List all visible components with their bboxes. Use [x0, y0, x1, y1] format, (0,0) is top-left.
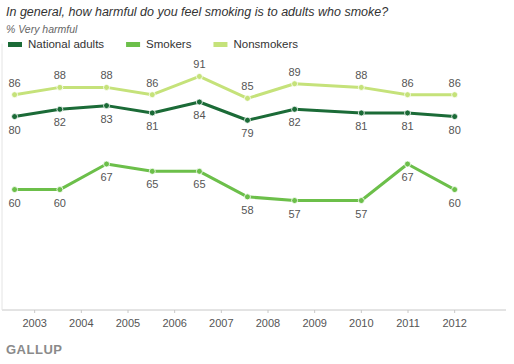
point: [12, 114, 18, 120]
data-labels: 80 82 83 81 84 79 82 81 81 80 60 60 67 65 65 58 57 57 67 60…: [8, 58, 460, 219]
data-label: 86: [146, 77, 158, 89]
x-tick-label: 2005: [116, 317, 140, 329]
point: [244, 117, 250, 123]
data-label: 67: [401, 171, 413, 183]
data-label: 81: [401, 120, 413, 132]
point: [12, 187, 18, 193]
point: [292, 106, 298, 112]
legend-swatch: [8, 42, 22, 47]
point: [104, 161, 110, 167]
series-line: [15, 76, 455, 98]
point: [149, 110, 155, 116]
legend-swatch: [213, 42, 227, 47]
legend: National adults Smokers Nonsmokers: [8, 38, 298, 50]
plot-area: [12, 73, 458, 203]
point: [358, 84, 364, 90]
point: [149, 92, 155, 98]
legend-label: Smokers: [146, 38, 192, 50]
series-line: [15, 164, 455, 200]
x-tick: [361, 310, 362, 313]
data-label: 57: [355, 208, 367, 220]
point: [405, 161, 411, 167]
data-label: 79: [241, 127, 253, 139]
data-label: 81: [146, 120, 158, 132]
data-label: 82: [54, 116, 66, 128]
data-label: 65: [146, 178, 158, 190]
point: [452, 92, 458, 98]
data-label: 60: [8, 197, 20, 209]
point: [405, 110, 411, 116]
data-label: 88: [355, 69, 367, 81]
point: [104, 84, 110, 90]
subtitle: % Very harmful: [6, 23, 78, 35]
data-label: 60: [54, 197, 66, 209]
x-tick-label: 2009: [302, 317, 326, 329]
data-label: 80: [449, 124, 461, 136]
point: [57, 187, 63, 193]
x-tick: [408, 310, 409, 313]
x-tick: [81, 310, 82, 313]
data-label: 81: [355, 120, 367, 132]
point: [149, 168, 155, 174]
point: [292, 198, 298, 204]
data-label: 88: [54, 69, 66, 81]
x-tick-label: 2006: [162, 317, 186, 329]
data-label: 60: [449, 197, 461, 209]
point: [57, 84, 63, 90]
x-tick: [268, 310, 269, 313]
chart: In general, how harmful do you feel smok…: [0, 0, 514, 364]
x-tick-label: 2012: [442, 317, 466, 329]
point: [244, 194, 250, 200]
x-tick-label: 2011: [396, 317, 420, 329]
x-tick: [314, 310, 315, 313]
y-axis: [2, 44, 3, 310]
data-label: 57: [288, 208, 300, 220]
x-tick-label: 2007: [209, 317, 233, 329]
data-label: 80: [8, 124, 20, 136]
point: [292, 81, 298, 87]
x-tick: [174, 310, 175, 313]
point: [104, 103, 110, 109]
point: [244, 95, 250, 101]
point: [358, 198, 364, 204]
data-label: 65: [193, 178, 205, 190]
data-label: 89: [288, 66, 300, 78]
data-label: 67: [100, 171, 112, 183]
point: [358, 110, 364, 116]
point: [452, 187, 458, 193]
point: [196, 73, 202, 79]
series-line: [15, 102, 455, 120]
x-tick: [454, 310, 455, 313]
data-label: 86: [401, 77, 413, 89]
x-tick: [34, 310, 35, 313]
data-label: 85: [241, 80, 253, 92]
data-label: 83: [100, 113, 112, 125]
data-label: 58: [241, 204, 253, 216]
x-tick: [128, 310, 129, 313]
title: In general, how harmful do you feel smok…: [6, 5, 388, 19]
data-label: 86: [8, 77, 20, 89]
data-label: 82: [288, 116, 300, 128]
legend-label: Nonsmokers: [233, 38, 298, 50]
legend-swatch: [126, 42, 140, 47]
data-label: 88: [100, 69, 112, 81]
point: [12, 92, 18, 98]
data-label: 84: [193, 109, 205, 121]
point: [452, 114, 458, 120]
point: [405, 92, 411, 98]
legend-label: National adults: [28, 38, 104, 50]
x-tick-label: 2008: [256, 317, 280, 329]
data-label: 91: [193, 58, 205, 70]
x-tick-label: 2003: [22, 317, 46, 329]
x-axis: [2, 310, 506, 311]
x-tick-label: 2004: [69, 317, 93, 329]
point: [196, 99, 202, 105]
point: [196, 168, 202, 174]
source: GALLUP: [6, 342, 62, 357]
x-tick: [221, 310, 222, 313]
point: [57, 106, 63, 112]
data-label: 86: [449, 77, 461, 89]
x-tick-label: 2010: [349, 317, 373, 329]
